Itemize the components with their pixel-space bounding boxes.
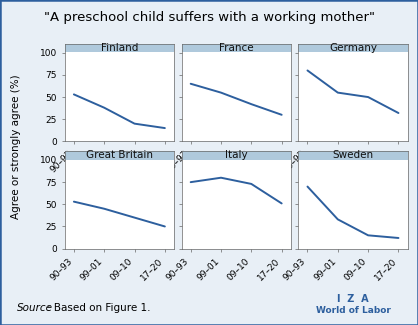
Bar bbox=[298, 151, 408, 160]
Text: Sweden: Sweden bbox=[332, 150, 374, 160]
Text: Germany: Germany bbox=[329, 43, 377, 53]
Text: I  Z  A: I Z A bbox=[337, 294, 369, 304]
Bar bbox=[298, 44, 408, 52]
Text: Finland: Finland bbox=[101, 43, 138, 53]
Text: : Based on Figure 1.: : Based on Figure 1. bbox=[47, 303, 150, 313]
Text: World of Labor: World of Labor bbox=[316, 306, 391, 315]
Text: France: France bbox=[219, 43, 253, 53]
Text: Great Britain: Great Britain bbox=[86, 150, 153, 160]
Bar bbox=[181, 151, 291, 160]
Text: Source: Source bbox=[17, 303, 53, 313]
Bar bbox=[181, 44, 291, 52]
Bar bbox=[65, 151, 174, 160]
Text: Italy: Italy bbox=[225, 150, 247, 160]
Text: "A preschool child suffers with a working mother": "A preschool child suffers with a workin… bbox=[43, 11, 375, 24]
Bar bbox=[65, 44, 174, 52]
Text: Agree or strongly agree (%): Agree or strongly agree (%) bbox=[11, 74, 21, 219]
